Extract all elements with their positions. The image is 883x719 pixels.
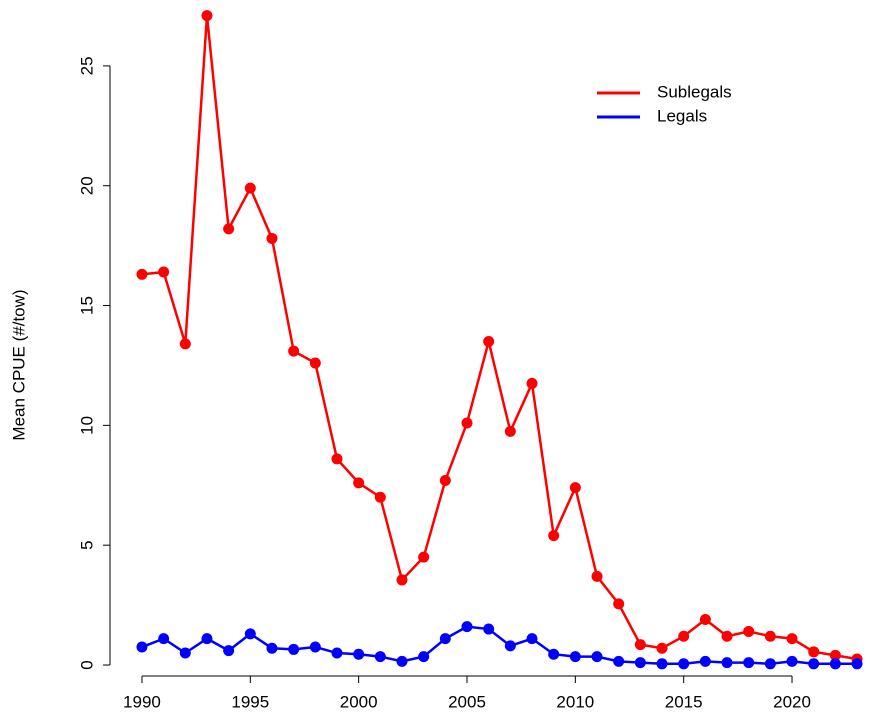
data-point	[613, 598, 625, 610]
data-point	[331, 453, 343, 465]
y-tick-label: 20	[77, 176, 96, 195]
data-point	[353, 477, 365, 489]
data-point	[569, 651, 581, 663]
data-point	[483, 623, 495, 635]
data-point	[786, 655, 798, 667]
data-point	[591, 651, 603, 663]
data-point	[288, 643, 300, 655]
data-point	[548, 648, 560, 660]
data-point	[656, 642, 668, 654]
data-point	[374, 651, 386, 663]
x-tick-label: 1995	[231, 692, 269, 711]
x-tick-label: 2010	[556, 692, 594, 711]
data-point	[461, 621, 473, 633]
data-point	[808, 646, 820, 658]
data-point	[201, 633, 213, 645]
data-point	[851, 658, 863, 670]
data-point	[504, 425, 516, 437]
data-point	[374, 491, 386, 503]
data-point	[569, 482, 581, 494]
data-point	[244, 628, 256, 640]
data-point	[136, 641, 148, 653]
data-point	[158, 633, 170, 645]
data-point	[678, 658, 690, 670]
series-line	[141, 625, 858, 666]
data-point	[179, 338, 191, 350]
x-tick-label: 2000	[340, 692, 378, 711]
data-point	[396, 574, 408, 586]
data-point	[266, 642, 278, 654]
y-tick-label: 0	[77, 660, 96, 669]
data-point	[158, 266, 170, 278]
x-tick-label: 1990	[123, 692, 161, 711]
data-point	[483, 335, 495, 347]
data-point	[461, 417, 473, 429]
data-point	[439, 474, 451, 486]
data-point	[786, 633, 798, 645]
data-point	[223, 223, 235, 235]
data-point	[504, 640, 516, 652]
data-point	[396, 655, 408, 667]
data-point	[743, 657, 755, 669]
data-point	[223, 645, 235, 657]
data-point	[136, 268, 148, 280]
data-point	[331, 647, 343, 659]
x-tick-label: 2005	[448, 692, 486, 711]
data-point	[764, 630, 776, 642]
y-tick-label: 5	[77, 540, 96, 549]
legend-label: Sublegals	[657, 82, 732, 101]
data-point	[418, 651, 430, 663]
data-point	[613, 655, 625, 667]
data-point	[634, 639, 646, 651]
data-point	[439, 633, 451, 645]
y-tick-label: 10	[77, 416, 96, 435]
x-tick-label: 2015	[665, 692, 703, 711]
data-point	[526, 377, 538, 389]
data-point	[678, 630, 690, 642]
data-point	[699, 655, 711, 667]
data-point	[591, 570, 603, 582]
data-point	[808, 658, 820, 670]
x-tick-label: 2020	[773, 692, 811, 711]
data-point	[764, 658, 776, 670]
data-point	[634, 657, 646, 669]
data-point	[309, 357, 321, 369]
data-point	[829, 658, 841, 670]
data-point	[743, 625, 755, 637]
data-point	[179, 647, 191, 659]
data-point	[266, 232, 278, 244]
data-point	[548, 530, 560, 542]
legend-label: Legals	[657, 106, 707, 125]
data-point	[244, 182, 256, 194]
data-point	[829, 649, 841, 661]
y-axis-label: Mean CPUE (#/tow)	[9, 289, 28, 440]
data-point	[309, 641, 321, 653]
y-tick-label: 25	[77, 56, 96, 75]
data-point	[721, 630, 733, 642]
data-point	[201, 10, 213, 22]
data-point	[721, 657, 733, 669]
data-point	[656, 658, 668, 670]
data-point	[418, 551, 430, 563]
y-tick-label: 15	[77, 296, 96, 315]
series-line	[141, 15, 858, 661]
data-point	[699, 613, 711, 625]
data-point	[526, 633, 538, 645]
data-point	[353, 648, 365, 660]
data-point	[288, 345, 300, 357]
